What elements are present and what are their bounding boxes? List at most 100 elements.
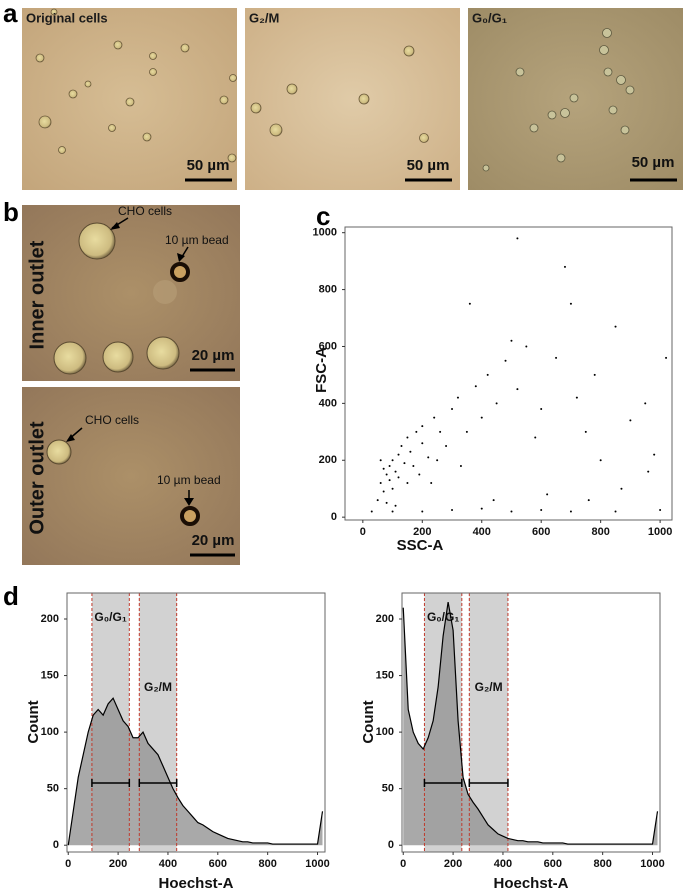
point — [504, 359, 507, 362]
micrograph: CHO cells 10 µm bead Outer outlet 20 µm — [22, 387, 240, 565]
y-tick-label: 0 — [388, 839, 394, 851]
point — [563, 265, 566, 268]
point — [480, 416, 483, 419]
point — [516, 237, 519, 240]
point — [421, 425, 424, 428]
scale-bar-label: 50 µm — [407, 157, 450, 174]
x-tick-label: 200 — [413, 526, 431, 538]
point — [388, 479, 391, 482]
y-tick-label: 800 — [319, 283, 337, 295]
x-tick-label: 800 — [258, 858, 276, 870]
point — [540, 509, 543, 512]
point — [421, 442, 424, 445]
x-axis-label: SSC-A — [397, 537, 444, 554]
point — [510, 339, 513, 342]
y-tick-label: 100 — [376, 726, 394, 738]
point — [427, 456, 430, 459]
x-tick-label: 800 — [591, 526, 609, 538]
gate-label: G₀/G₁ — [94, 610, 126, 624]
plot-area — [345, 227, 672, 520]
y-tick-label: 600 — [319, 340, 337, 352]
scale-bar-label: 50 µm — [632, 154, 675, 171]
point — [620, 487, 623, 490]
point — [614, 325, 617, 328]
micrograph-label: G₀/G₁ — [472, 10, 507, 25]
y-tick-label: 400 — [319, 397, 337, 409]
point — [406, 436, 409, 439]
plot-frame — [66, 592, 326, 853]
x-tick-label: 0 — [400, 858, 406, 870]
point — [379, 459, 382, 462]
x-tick-label: 600 — [209, 858, 227, 870]
panel-label: a — [3, 0, 18, 28]
point — [382, 467, 385, 470]
y-tick-label: 150 — [376, 669, 394, 681]
point — [492, 499, 495, 502]
point — [415, 430, 418, 433]
y-tick-label: 150 — [41, 669, 59, 681]
x-tick-label: 400 — [494, 858, 512, 870]
annotation: 10 µm bead — [165, 233, 229, 247]
point — [593, 373, 596, 376]
point — [409, 450, 412, 453]
x-tick-label: 400 — [159, 858, 177, 870]
point — [394, 504, 397, 507]
point — [391, 459, 394, 462]
point — [400, 445, 403, 448]
micrograph: G₀/G₁ 50 µm — [468, 8, 683, 190]
annotation: CHO cells — [85, 413, 139, 427]
point — [569, 510, 572, 513]
point — [385, 473, 388, 476]
x-tick-label: 200 — [109, 858, 127, 870]
gate-label: G₂/M — [144, 680, 172, 694]
panel-label: b — [3, 197, 19, 227]
line — [67, 697, 324, 846]
annotation: 10 µm bead — [157, 473, 221, 487]
point — [525, 345, 528, 348]
point — [555, 356, 558, 359]
point — [385, 501, 388, 504]
point — [436, 459, 439, 462]
y-tick-label: 0 — [331, 511, 337, 523]
point — [599, 459, 602, 462]
area — [403, 602, 658, 846]
micrograph-label: Original cells — [26, 10, 108, 25]
point — [569, 302, 572, 305]
scale-bar-label: 50 µm — [187, 157, 230, 174]
x-tick-label: 400 — [473, 526, 491, 538]
point — [629, 419, 632, 422]
point — [495, 402, 498, 405]
point — [379, 482, 382, 485]
point — [468, 302, 471, 305]
x-tick-label: 800 — [593, 858, 611, 870]
outlet-label: Outer outlet — [26, 421, 48, 535]
x-tick-label: 1000 — [305, 858, 329, 870]
point — [647, 470, 650, 473]
point — [451, 408, 454, 411]
plot-frame — [401, 592, 661, 853]
scale-bar-label: 20 µm — [192, 532, 235, 549]
point — [540, 408, 543, 411]
point — [451, 509, 454, 512]
point — [474, 385, 477, 388]
x-tick-label: 1000 — [648, 526, 672, 538]
point — [486, 373, 489, 376]
point — [659, 509, 662, 512]
y-tick-label: 200 — [376, 613, 394, 625]
gate-label: G₂/M — [475, 680, 503, 694]
point — [391, 510, 394, 513]
point — [370, 510, 373, 513]
y-tick-label: 1000 — [313, 227, 337, 239]
point — [587, 499, 590, 502]
point — [456, 396, 459, 399]
point — [575, 396, 578, 399]
x-tick-label: 1000 — [640, 858, 664, 870]
point — [459, 464, 462, 467]
point — [433, 416, 436, 419]
micrograph-label: G₂/M — [249, 10, 279, 25]
point — [394, 470, 397, 473]
point — [510, 510, 513, 513]
plot-frame — [344, 226, 673, 521]
annotation: CHO cells — [118, 204, 172, 218]
